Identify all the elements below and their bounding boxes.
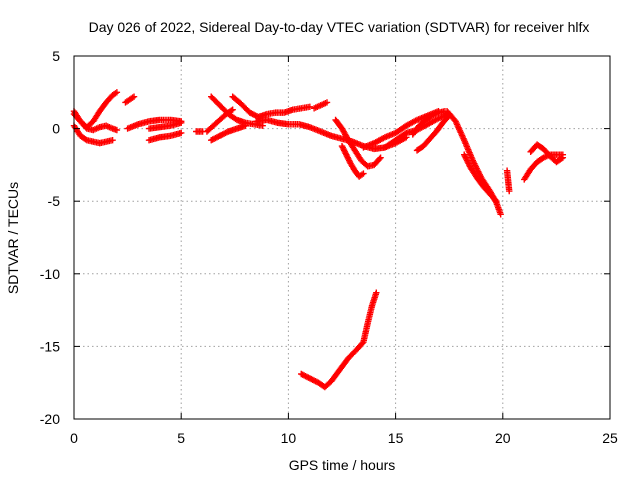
data-point-marker	[360, 170, 367, 177]
y-tick-label: -5	[48, 193, 61, 209]
series-sat-track-g	[145, 119, 185, 132]
plot-frame	[73, 55, 611, 420]
series-sat-track-a	[70, 89, 121, 131]
data-point-marker	[82, 136, 89, 143]
data-point-marker	[130, 93, 138, 100]
data-point-marker	[109, 137, 116, 144]
series-sat-track-o	[332, 116, 384, 170]
data-point-marker	[323, 99, 331, 106]
data-point-marker	[229, 106, 236, 113]
data-point-marker	[178, 129, 185, 137]
data-point-marker	[113, 126, 121, 134]
series-sat-track-p	[338, 142, 367, 180]
x-tick-label: 20	[495, 430, 511, 446]
series-sat-track-j	[208, 93, 266, 129]
data-point-marker	[401, 130, 409, 138]
data-point-marker	[242, 122, 249, 129]
data-point-marker	[373, 289, 380, 296]
tick-layer: 0 5 10 15 20 25 5 0 -5 -10 -15 -20	[40, 48, 618, 446]
data-layer	[70, 89, 567, 391]
data-point-marker	[129, 94, 136, 101]
series-sat-track-d	[122, 93, 138, 106]
data-point-marker	[492, 196, 499, 204]
series-sat-track-t	[409, 107, 449, 138]
data-point-marker	[376, 155, 383, 163]
data-point-marker	[559, 154, 567, 161]
series-sat-track-b	[70, 122, 116, 147]
y-tick-label: -10	[40, 266, 60, 282]
x-axis-label: GPS time / hours	[289, 457, 396, 473]
chart-title: Day 026 of 2022, Sidereal Day-to-day VTE…	[89, 19, 590, 35]
series-sat-track-c	[70, 110, 121, 134]
x-tick-label: 5	[177, 430, 185, 446]
data-point-marker	[497, 211, 504, 218]
y-tick-label: 0	[52, 121, 60, 137]
data-point-marker	[113, 89, 121, 96]
y-tick-label: -15	[40, 338, 60, 354]
y-axis-label: SDTVAR / TECUs	[5, 182, 21, 294]
series-sat-track-z	[298, 289, 380, 391]
x-tick-label: 0	[70, 430, 78, 446]
grid-layer	[74, 56, 610, 419]
y-tick-label: -20	[40, 411, 60, 427]
x-tick-label: 25	[602, 430, 618, 446]
x-tick-label: 10	[281, 430, 297, 446]
series-sat-track-w	[503, 167, 513, 195]
data-point-marker	[228, 107, 235, 114]
series-sat-track-x	[521, 151, 567, 183]
series-sat-track-k	[229, 93, 314, 121]
series-sat-track-y	[527, 141, 567, 166]
data-point-marker	[558, 155, 565, 162]
data-point-marker	[377, 154, 384, 161]
series-sat-track-l	[208, 122, 249, 144]
data-point-marker	[178, 119, 185, 126]
data-point-marker	[112, 90, 119, 97]
series-sat-track-v	[461, 151, 500, 205]
y-tick-label: 5	[52, 48, 60, 64]
data-point-marker	[306, 103, 314, 111]
data-point-marker	[506, 187, 513, 195]
data-point-marker	[223, 129, 231, 136]
series-sat-track-f	[145, 129, 185, 144]
data-point-marker	[493, 198, 500, 205]
data-point-marker	[358, 171, 366, 178]
series-sat-track-n	[310, 99, 331, 112]
x-tick-label: 15	[388, 430, 404, 446]
